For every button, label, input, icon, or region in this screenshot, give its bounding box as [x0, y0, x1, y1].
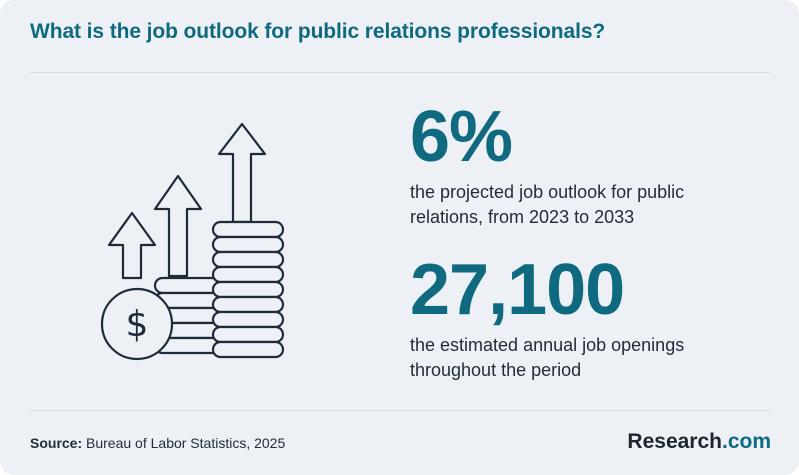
- arrow-up-icon: [217, 122, 267, 224]
- top-divider: [30, 72, 770, 73]
- source-text: Bureau of Labor Statistics, 2025: [86, 435, 286, 451]
- page-title: What is the job outlook for public relat…: [30, 20, 606, 43]
- brand-logo: Research.com: [627, 430, 771, 454]
- source-citation: Source: Bureau of Labor Statistics, 2025: [30, 435, 285, 451]
- dollar-coin-icon: $: [100, 287, 174, 361]
- brand-name: Research: [627, 430, 722, 453]
- bottom-divider: [30, 410, 770, 411]
- stat-value: 6%: [410, 97, 513, 177]
- arrow-up-icon: [107, 211, 157, 280]
- svg-text:$: $: [126, 304, 149, 345]
- coin-stacks-growth-icon: $: [100, 122, 285, 361]
- stat-value: 27,100: [410, 250, 625, 330]
- coin-stack-icon: [211, 220, 285, 359]
- brand-tld: .com: [721, 430, 771, 453]
- arrow-up-icon: [153, 174, 203, 278]
- stat-description: the projected job outlook for public rel…: [410, 182, 685, 227]
- source-label: Source:: [30, 435, 83, 451]
- stat-description: the estimated annual job openings throug…: [410, 335, 685, 380]
